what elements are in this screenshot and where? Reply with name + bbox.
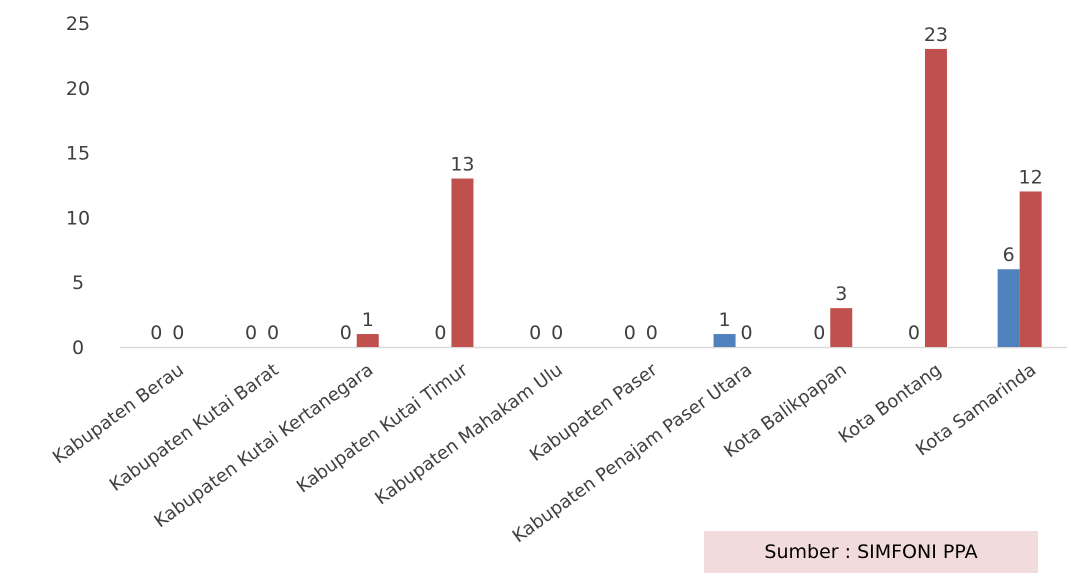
data-label: 1 [719, 309, 731, 331]
data-label: 0 [551, 322, 563, 344]
data-label: 13 [450, 154, 474, 176]
data-label: 6 [1003, 244, 1015, 266]
y-tick-label: 5 [72, 272, 84, 294]
data-label: 0 [340, 322, 352, 344]
y-tick-label: 25 [66, 13, 90, 35]
data-label: 0 [908, 322, 920, 344]
data-label: 0 [172, 322, 184, 344]
data-label: 3 [835, 283, 847, 305]
data-label: 1 [362, 309, 374, 331]
data-label: 0 [245, 322, 257, 344]
bar [356, 334, 379, 347]
bar [924, 48, 947, 348]
data-label: 0 [646, 322, 658, 344]
bar [1019, 191, 1042, 347]
bar [713, 334, 736, 347]
bar [997, 269, 1020, 347]
source-note-box: Sumber : SIMFONI PPA [704, 531, 1038, 573]
bar [451, 178, 474, 347]
x-tick-label: Kabupaten Kutai Timur [293, 359, 472, 497]
data-label: 0 [150, 322, 162, 344]
x-tick-label: Kabupaten Mahakam Ulu [371, 359, 566, 509]
data-label: 0 [741, 322, 753, 344]
y-tick-label: 20 [66, 78, 90, 100]
y-tick-label: 15 [66, 143, 90, 165]
data-label: 0 [624, 322, 636, 344]
x-tick-label: Kabupaten Kutai Barat [106, 359, 283, 495]
y-tick-label: 10 [66, 207, 90, 229]
source-note: Sumber : SIMFONI PPA [764, 541, 978, 563]
data-label: 0 [434, 322, 446, 344]
data-label: 0 [267, 322, 279, 344]
data-label: 23 [924, 24, 948, 46]
data-label: 0 [529, 322, 541, 344]
data-label: 12 [1019, 166, 1043, 188]
data-label: 0 [813, 322, 825, 344]
y-tick-label: 0 [72, 337, 84, 359]
bar [830, 308, 853, 347]
